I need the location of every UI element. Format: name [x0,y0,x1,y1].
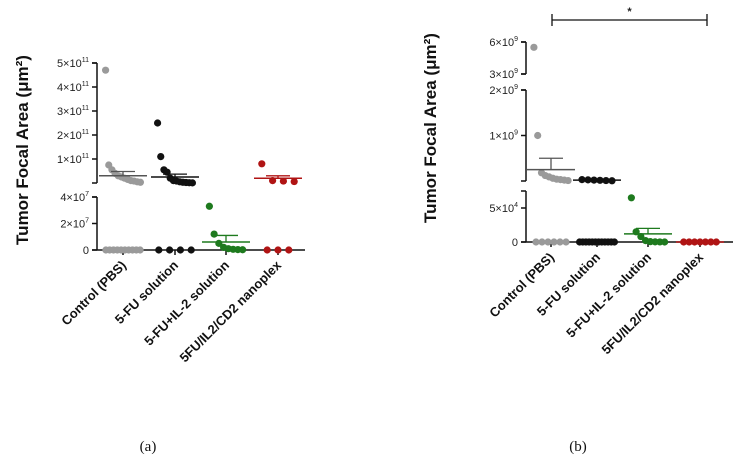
data-point [101,66,110,74]
data-point [136,178,145,186]
data-point [153,119,162,127]
data-point [627,194,635,202]
data-point [610,238,619,246]
data-point [157,153,165,161]
x-tick-label: 5FU/IL2/CD2 nanoplex [176,257,284,365]
data-point [661,238,669,246]
data-point [637,232,645,241]
data-point [176,246,184,254]
y-tick-label: 0 [512,237,518,249]
y-tick-label: 3×109 [489,68,518,81]
y-axis-label: Tumor Focal Area (μm²) [421,33,440,223]
data-point [210,230,218,238]
data-point [562,238,570,246]
data-point [205,202,213,210]
data-point [187,246,195,254]
y-tick-label: 4×107 [60,191,89,204]
data-point [274,246,282,254]
data-point [564,176,572,185]
x-tick-label: 5-FU+IL-2 solution [141,257,232,348]
y-axis-label: Tumor Focal Area (μm²) [13,55,32,245]
data-point [136,246,144,254]
data-point [544,238,552,246]
data-point [263,246,271,254]
y-tick-label: 5×104 [489,202,518,215]
data-point [290,177,298,186]
data-point [155,246,163,254]
data-point [534,131,542,140]
panel-label: (a) [140,439,157,455]
y-tick-label: 2×1011 [57,129,89,142]
data-point [285,246,293,254]
data-point [538,238,546,246]
data-point [239,246,247,254]
x-tick-label: 5FU/IL2/CD2 nanoplex [598,249,706,357]
data-point [258,160,266,168]
data-point [532,238,540,246]
y-tick-label: 3×1011 [57,105,89,118]
y-tick-label: 5×1011 [57,57,89,70]
panel-a: 0 2×107 4×107 1×1011 2×1011 3×1011 4×1011 5×101… [13,55,305,455]
panel-b: 0 5×104 1×109 2×109 3×109 6×109 Tumor Focal Ar… [421,6,733,455]
y-tick-label: 6×109 [489,36,518,49]
x-tick-label: 5-FU+IL-2 solution [563,249,654,340]
y-tick-label: 1×1011 [57,153,89,166]
y-tick-label: 4×1011 [57,81,89,94]
y-tick-label: 0 [83,245,89,257]
significance-label: * [627,6,632,18]
panel-label: (b) [569,439,587,455]
data-point [530,43,538,51]
data-point [279,177,287,185]
y-tick-label: 1×109 [489,130,518,143]
data-point [556,238,564,246]
data-point [166,246,174,254]
y-tick-label: 2×109 [489,84,518,97]
data-point [188,179,197,187]
y-tick-label: 2×107 [60,218,89,231]
data-point [550,238,558,246]
